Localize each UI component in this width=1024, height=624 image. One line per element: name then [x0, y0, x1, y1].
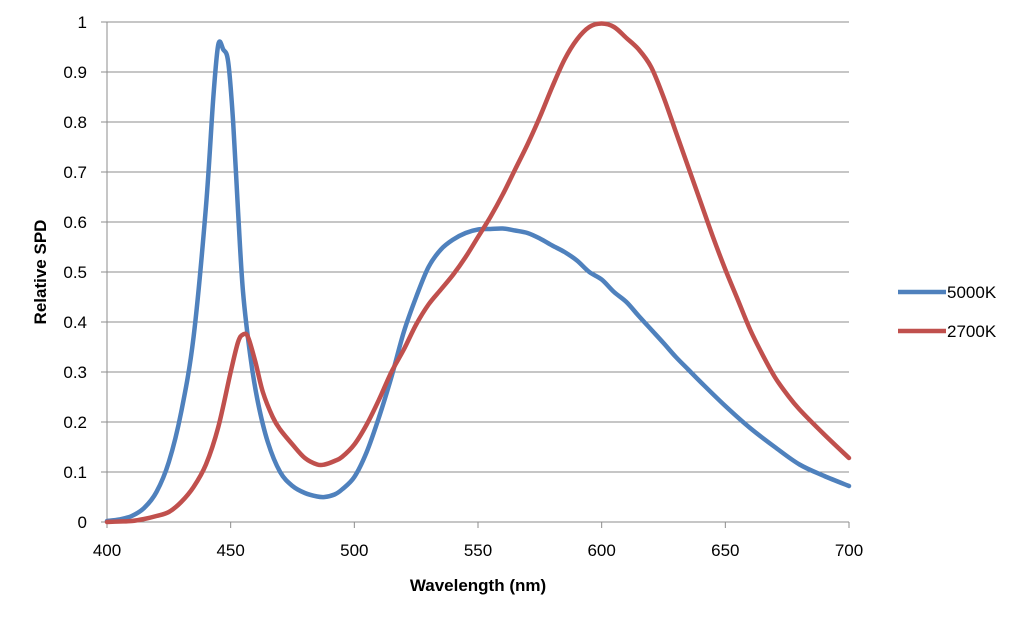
y-tick-label: 0.1: [63, 463, 87, 482]
series-lines: [104, 21, 852, 525]
x-tick-label: 400: [93, 541, 121, 560]
gridlines: [107, 21, 849, 473]
y-tick-label: 0.3: [63, 363, 87, 382]
legend-label: 2700K: [947, 322, 997, 341]
series-line-2700K: [104, 21, 852, 525]
y-tick-label: 0.8: [63, 113, 87, 132]
y-tick-label: 0: [78, 513, 87, 532]
x-tick-label: 450: [216, 541, 244, 560]
x-axis-title: Wavelength (nm): [410, 576, 546, 595]
y-tick-label: 0.5: [63, 263, 87, 282]
y-tick-labels: 0 0.1 0.2 0.3 0.4 0.5 0.6 0.7 0.8 0.9 1: [63, 13, 107, 532]
x-tick-labels: 400 450 500 550 600 650 700: [93, 522, 863, 560]
y-axis-title: Relative SPD: [31, 220, 50, 325]
y-tick-label: 0.2: [63, 413, 87, 432]
y-tick-label: 0.4: [63, 313, 87, 332]
x-tick-label: 600: [587, 541, 615, 560]
y-tick-label: 1: [78, 13, 87, 32]
y-tick-label: 0.9: [63, 63, 87, 82]
x-tick-label: 650: [711, 541, 739, 560]
y-tick-label: 0.7: [63, 163, 87, 182]
legend-label: 5000K: [947, 283, 997, 302]
legend: 5000K 2700K: [898, 283, 997, 341]
x-tick-label: 700: [835, 541, 863, 560]
y-tick-label: 0.6: [63, 213, 87, 232]
x-tick-label: 500: [340, 541, 368, 560]
series-line-5000K: [104, 39, 852, 524]
x-tick-label: 550: [464, 541, 492, 560]
